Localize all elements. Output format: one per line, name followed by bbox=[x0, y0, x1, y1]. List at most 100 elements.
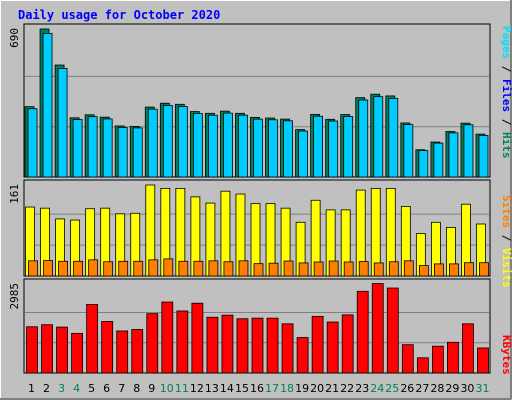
files-bar bbox=[388, 97, 399, 178]
files-bar bbox=[238, 114, 248, 178]
kbytes-bar bbox=[116, 330, 129, 374]
legend-item-kbytes: KBytes bbox=[500, 335, 512, 375]
files-bar bbox=[463, 124, 474, 178]
legends-group: Pages / Files / Hits Sites / Visits KBytes bbox=[500, 26, 512, 375]
x-tick-label: 16 bbox=[250, 382, 264, 395]
x-tick-label: 27 bbox=[415, 382, 429, 395]
legend-item-pages: Pages bbox=[500, 26, 512, 59]
files-bar bbox=[268, 119, 278, 178]
files-bar bbox=[418, 150, 429, 178]
sites-bar bbox=[43, 260, 53, 277]
kbytes-bar bbox=[161, 301, 174, 374]
sites-bar bbox=[479, 262, 489, 277]
files-bar bbox=[208, 114, 218, 178]
panel-kbytes: 2985 bbox=[8, 278, 491, 374]
kbytes-bar bbox=[281, 323, 294, 374]
sites-bar bbox=[403, 260, 414, 277]
sites-bar bbox=[178, 260, 189, 277]
files-bar bbox=[102, 118, 113, 178]
sites-bar bbox=[73, 260, 84, 277]
kbytes-bar bbox=[371, 283, 384, 374]
sites-bar bbox=[88, 259, 99, 277]
y-max-label: 161 bbox=[8, 184, 21, 204]
kbytes-bar bbox=[206, 316, 219, 374]
x-tick-label: 28 bbox=[430, 382, 444, 395]
sites-bar bbox=[193, 260, 204, 277]
kbytes-bar bbox=[431, 345, 444, 374]
files-bar bbox=[177, 106, 188, 178]
x-tick-label: 9 bbox=[148, 382, 155, 395]
sites-bar bbox=[103, 261, 114, 277]
legend-item-files: Files bbox=[500, 79, 512, 112]
files-bar bbox=[162, 105, 173, 178]
kbytes-bar bbox=[341, 314, 354, 374]
x-tick-label: 25 bbox=[385, 382, 399, 395]
sites-bar bbox=[118, 260, 129, 277]
sites-bar bbox=[283, 260, 294, 277]
y-max-label: 690 bbox=[8, 28, 21, 48]
legend-top: Pages / Files / Hits bbox=[500, 26, 512, 159]
panel-sites-visits: 161 bbox=[8, 179, 491, 277]
files-bar bbox=[253, 118, 263, 178]
kbytes-bar bbox=[131, 329, 144, 374]
sites-bar bbox=[433, 263, 444, 277]
kbytes-bar bbox=[447, 341, 459, 374]
x-tick-label: 19 bbox=[295, 382, 309, 395]
legend-middle: Sites / Visits bbox=[500, 195, 512, 288]
x-tick-label: 5 bbox=[88, 382, 95, 395]
files-bar bbox=[132, 127, 143, 178]
x-tick-label: 20 bbox=[310, 382, 324, 395]
files-bar bbox=[57, 67, 68, 178]
x-tick-label: 26 bbox=[400, 382, 414, 395]
files-bar bbox=[343, 116, 354, 178]
files-bar bbox=[433, 142, 444, 178]
files-bar bbox=[328, 120, 339, 178]
legend-item-hits: Hits bbox=[500, 132, 512, 159]
x-tick-label: 4 bbox=[73, 382, 80, 395]
kbytes-bar bbox=[86, 304, 99, 374]
kbytes-bar bbox=[176, 310, 189, 374]
sites-bar bbox=[298, 262, 309, 277]
sites-bar bbox=[373, 262, 384, 277]
files-bar bbox=[223, 112, 233, 178]
kbytes-bar bbox=[221, 314, 234, 374]
files-bar bbox=[298, 130, 308, 178]
x-axis-labels: 1 2 3 4 5 6 7 8 9 10 11 12 13 14 15 16 17 18 19 20 21 22 23 24 2… bbox=[28, 382, 489, 395]
files-bar bbox=[72, 119, 83, 178]
kbytes-bar bbox=[146, 313, 159, 374]
sites-bar bbox=[28, 260, 38, 277]
files-bar bbox=[403, 124, 414, 178]
files-bar bbox=[283, 120, 293, 178]
x-tick-label: 11 bbox=[175, 382, 189, 395]
kbytes-bar bbox=[356, 290, 369, 374]
x-tick-label: 15 bbox=[235, 382, 249, 395]
x-tick-label: 8 bbox=[133, 382, 140, 395]
sites-bar bbox=[449, 263, 459, 277]
files-bar bbox=[87, 116, 98, 178]
kbytes-bar bbox=[266, 317, 279, 374]
kbytes-bar bbox=[311, 315, 324, 374]
kbytes-bar bbox=[101, 321, 114, 374]
x-tick-label: 7 bbox=[118, 382, 125, 395]
kbytes-bar bbox=[296, 337, 309, 374]
legend-separator: / bbox=[500, 59, 512, 79]
files-bar bbox=[117, 127, 128, 178]
sites-bar bbox=[358, 261, 369, 277]
x-tick-label: 18 bbox=[280, 382, 294, 395]
kbytes-bar bbox=[56, 326, 68, 374]
sites-bar bbox=[328, 260, 339, 277]
files-bar bbox=[147, 108, 158, 178]
panel-pages-files-hits: 690 bbox=[8, 23, 491, 178]
kbytes-bar bbox=[26, 326, 38, 374]
sites-bar bbox=[133, 260, 144, 277]
kbytes-bar bbox=[386, 287, 399, 374]
sites-bar bbox=[313, 261, 324, 277]
kbytes-bar bbox=[191, 302, 204, 374]
legend-separator: / bbox=[500, 228, 512, 248]
x-tick-label: 6 bbox=[103, 382, 110, 395]
sites-bar bbox=[238, 260, 249, 277]
x-tick-label: 13 bbox=[205, 382, 219, 395]
legend-item-visits: Visits bbox=[500, 248, 512, 288]
x-tick-label: 30 bbox=[460, 382, 474, 395]
kbytes-bar bbox=[477, 347, 489, 374]
